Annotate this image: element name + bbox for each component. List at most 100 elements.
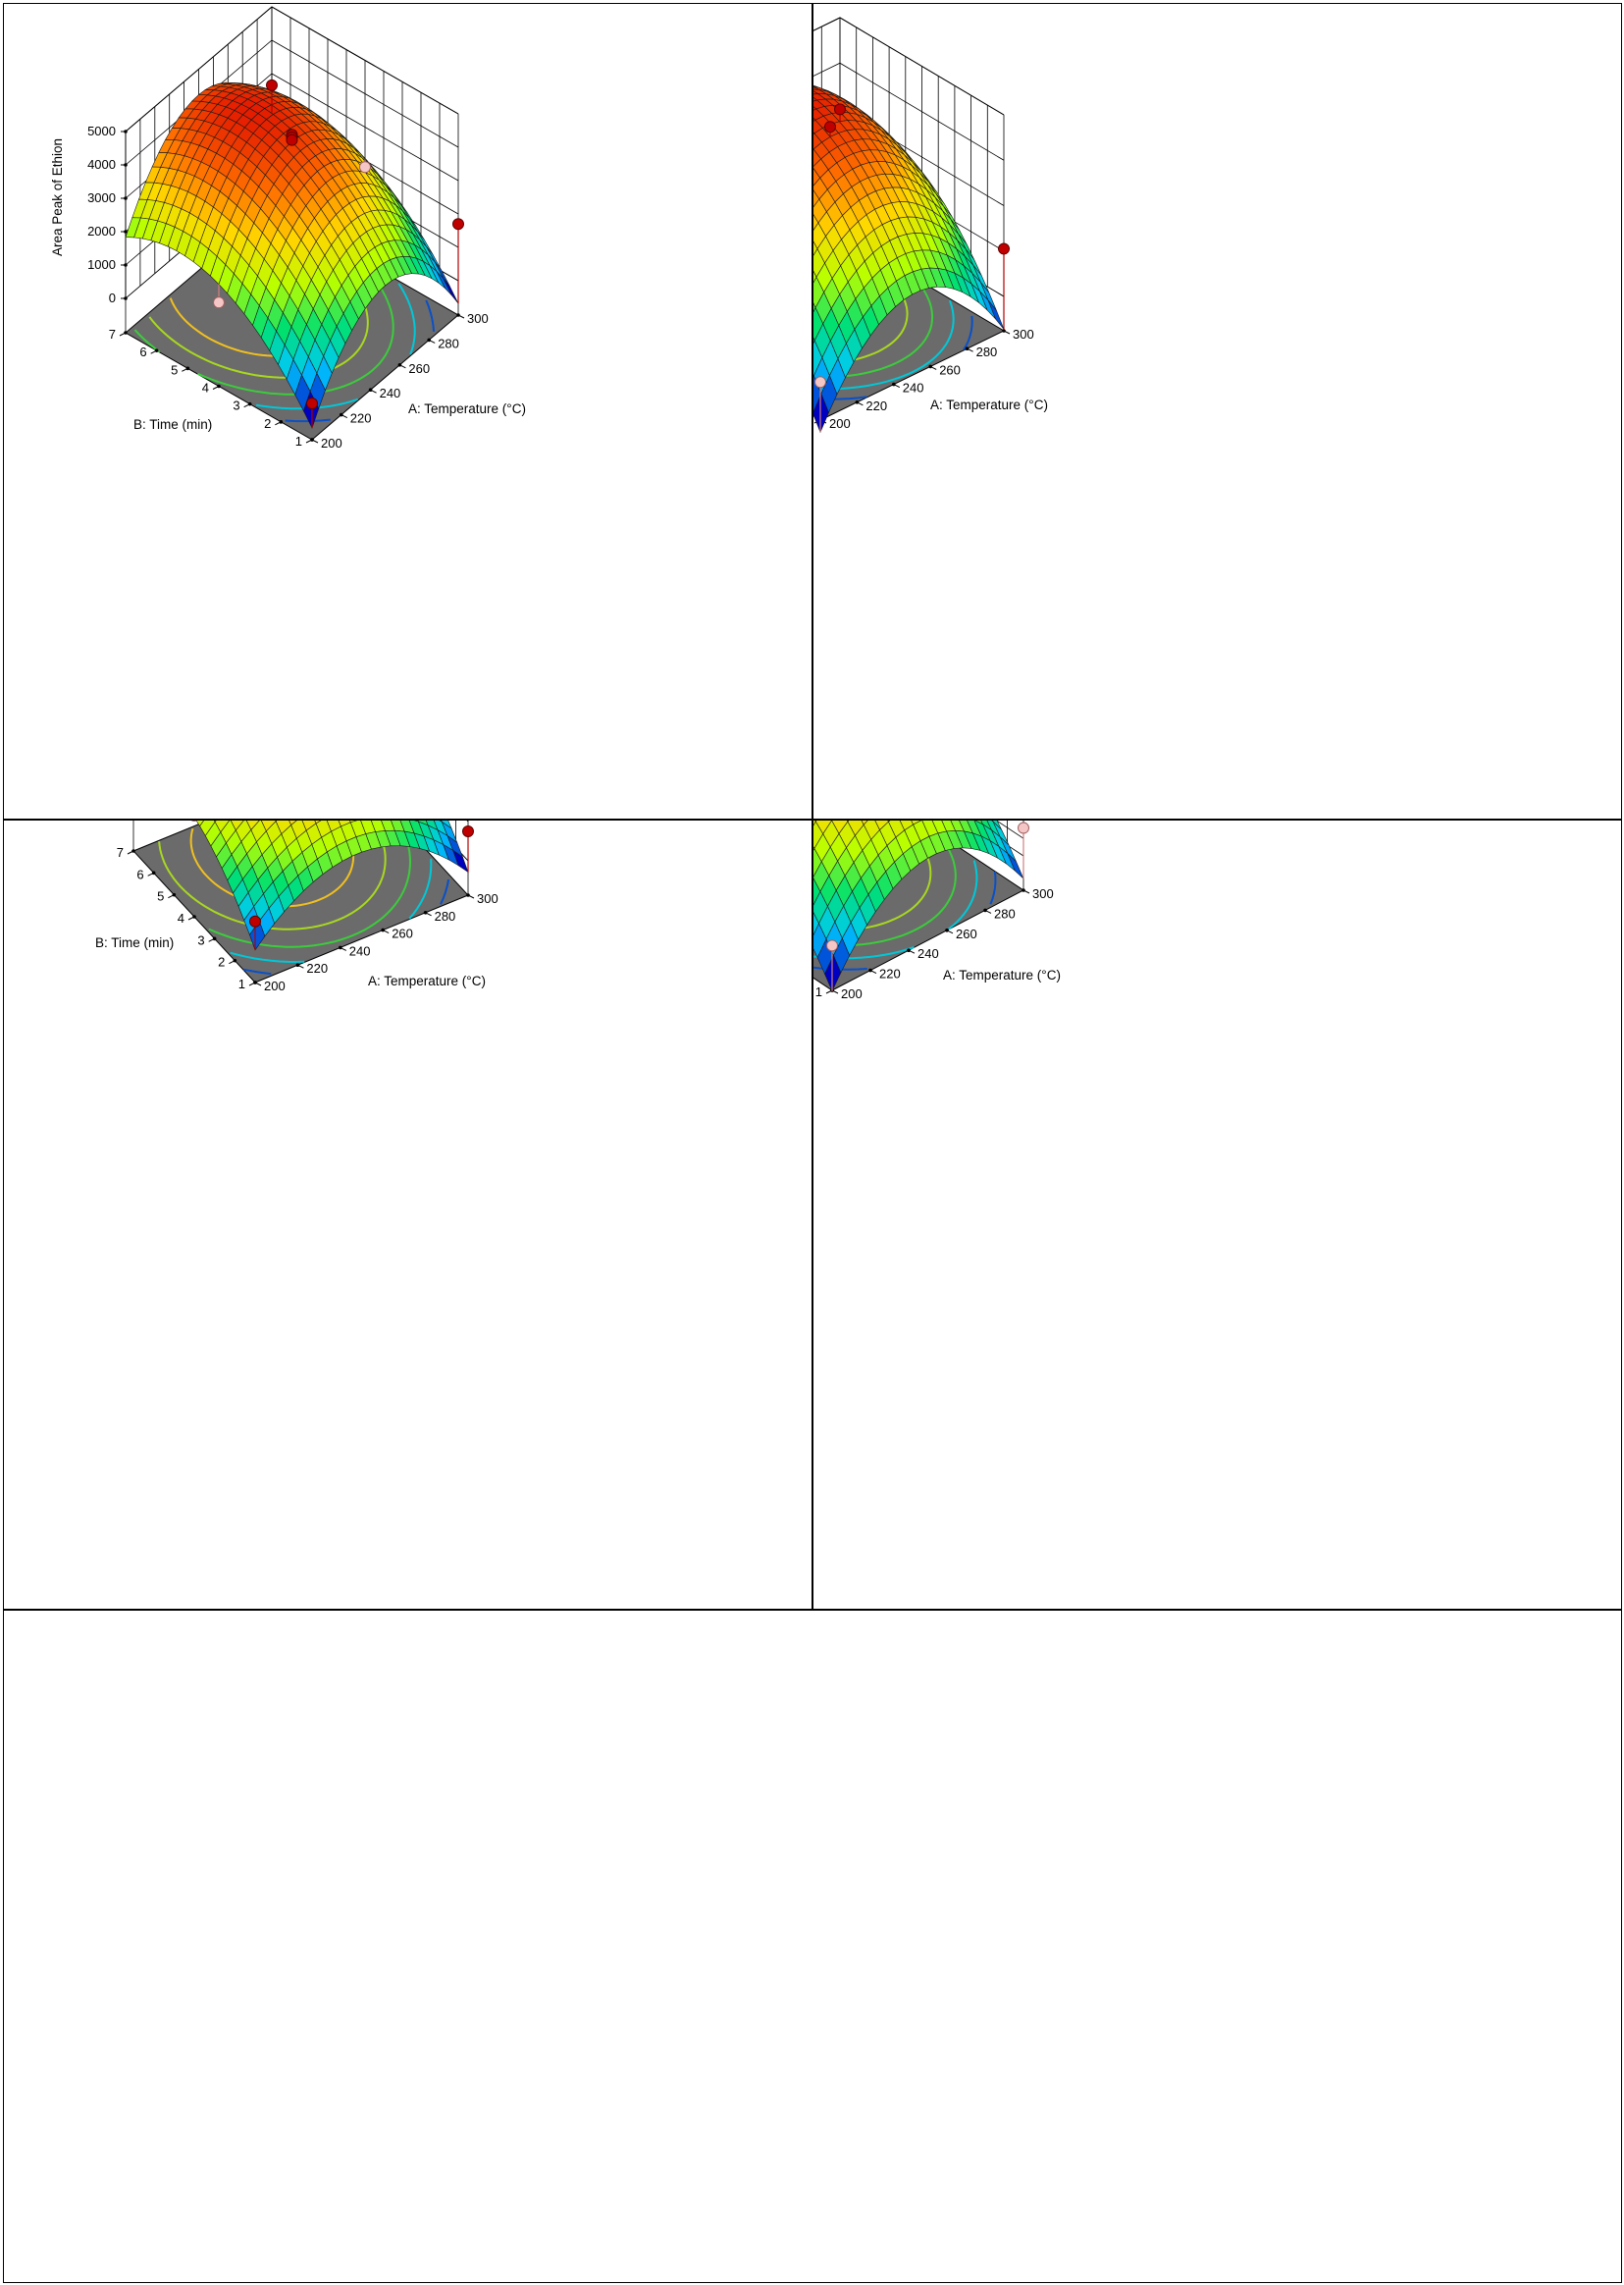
design-points [814, 103, 1010, 433]
surface-cell [288, 821, 297, 826]
wall-outline [125, 6, 459, 133]
grid-line [813, 62, 1005, 161]
x-tick-label: 300 [1032, 886, 1054, 901]
y-tick-dot [310, 438, 314, 442]
surface-chart-parathion: 2002202402602803001234567100020003000400… [4, 1611, 1621, 2282]
contour-line [230, 951, 305, 964]
plot-group: 2002202402602803001234567010002000300040… [95, 821, 498, 993]
x-tick-dot [397, 363, 402, 367]
x-tick-dot [1022, 888, 1025, 892]
x-tick-label: 280 [438, 336, 459, 350]
y-tick-dot [233, 958, 237, 963]
x-tick-label: 220 [306, 961, 328, 976]
x-tick-label: 240 [380, 386, 401, 400]
y-tick-label: 5 [157, 889, 164, 904]
design-point-above [286, 133, 298, 146]
surface-cell [443, 278, 459, 304]
x-tick-dot [1002, 329, 1006, 333]
design-point-above [249, 915, 261, 928]
x-tick-label: 220 [350, 411, 372, 426]
x-tick-dot [339, 945, 342, 950]
x-tick-label: 260 [956, 927, 977, 941]
contour-line [425, 299, 435, 332]
x-tick-label: 280 [435, 909, 456, 924]
surface-cell [824, 954, 842, 992]
floor [132, 821, 469, 983]
y-tick-label: 1 [815, 984, 822, 999]
design-point-above [998, 242, 1010, 255]
x-tick-dot [466, 893, 470, 897]
y-axis-label: B: Time (min) [95, 935, 174, 950]
y-tick-label: 1 [238, 977, 245, 991]
y-axis-label: B: Time (min) [133, 417, 212, 432]
x-tick-dot [423, 911, 428, 915]
y-tick-dot [212, 936, 217, 941]
x-tick-dot [965, 346, 969, 351]
contour-line [133, 329, 161, 353]
x-tick-dot [456, 313, 460, 317]
surface-chart-malathion: 2002202402602803001234567010002000300040… [95, 821, 498, 993]
z-tick-label: 4000 [87, 157, 116, 172]
contour-line [208, 821, 412, 948]
design-point-below [190, 821, 198, 822]
plot-group: 2002202402602803001234567010002000300040… [50, 6, 526, 451]
surface-cell [195, 821, 204, 827]
surface-cell [813, 118, 816, 122]
contour-line [813, 280, 934, 379]
y-tick-label: 3 [233, 399, 239, 413]
design-point-above [824, 121, 836, 133]
contour-line [813, 299, 955, 391]
y-tick-dot [217, 384, 221, 389]
z-tick-label: 0 [109, 291, 116, 305]
design-point-below [213, 296, 225, 309]
x-tick-label: 240 [349, 943, 371, 958]
design-point-above [306, 397, 318, 409]
x-tick-dot [907, 948, 911, 952]
design-point-above [452, 218, 464, 231]
z-tick-label: 5000 [87, 124, 116, 138]
chart-panel-parathion: 2002202402602803001234567100020003000400… [3, 1610, 1622, 2283]
x-axis-label: A: Temperature (°C) [408, 401, 526, 416]
x-tick-label: 200 [321, 436, 342, 451]
z-tick-label: 1000 [87, 257, 116, 272]
x-tick-label: 300 [467, 311, 489, 326]
y-tick-label: 5 [171, 362, 178, 377]
x-tick-label: 260 [408, 361, 430, 376]
y-tick-label: 2 [218, 955, 225, 970]
y-tick-label: 4 [178, 911, 184, 926]
x-tick-dot [983, 908, 987, 913]
chart-panel-fenitrothion: 2002202402602803001234567100020003000400… [812, 820, 1622, 1610]
x-tick-label: 220 [879, 967, 901, 982]
contour-line [440, 878, 450, 905]
contour-line [813, 821, 932, 931]
design-point-below [359, 161, 371, 174]
x-tick-label: 220 [865, 399, 887, 413]
y-tick-dot [185, 366, 190, 371]
x-axis-label: A: Temperature (°C) [943, 968, 1061, 983]
axis-ticks: 2002202402602803001234567010002000300040… [87, 124, 489, 451]
chart-panel-ethion: 200 220 240 260 280 300 1 2 3 4 5 6 7 0 1000 2000 3000 40… [3, 3, 812, 820]
x-tick-label: 240 [917, 946, 939, 961]
surface-cell [861, 821, 868, 825]
z-axis-label: Area Peak of Ethion [50, 138, 65, 256]
y-tick-label: 7 [117, 845, 124, 860]
y-tick-dot [279, 420, 284, 424]
surface-chart-ethion: 200 220 240 260 280 300 1 2 3 4 5 6 7 0 1000 2000 3000 40… [50, 6, 526, 451]
x-tick-label: 260 [392, 927, 413, 941]
chart-panel-diazinon: 2002202402602803001234567010002000300040… [812, 3, 1622, 820]
x-tick-dot [381, 928, 386, 932]
plot-group: 2002202402602803001234567010002000300040… [813, 17, 1048, 434]
design-point-below [814, 376, 826, 389]
x-tick-dot [928, 364, 932, 369]
x-tick-dot [368, 388, 373, 393]
plot-group: 2002202402602803001234567100020003000400… [813, 821, 1061, 1001]
x-tick-dot [427, 338, 432, 343]
contour-line [963, 315, 973, 350]
y-tick-dot [131, 849, 135, 853]
design-point-above [266, 79, 278, 91]
axis-ticks: 2002202402602803001234567010002000300040… [117, 821, 498, 993]
x-tick-label: 280 [976, 345, 998, 359]
x-tick-dot [855, 400, 860, 404]
x-tick-label: 300 [1013, 327, 1034, 342]
contour-line [285, 418, 331, 423]
